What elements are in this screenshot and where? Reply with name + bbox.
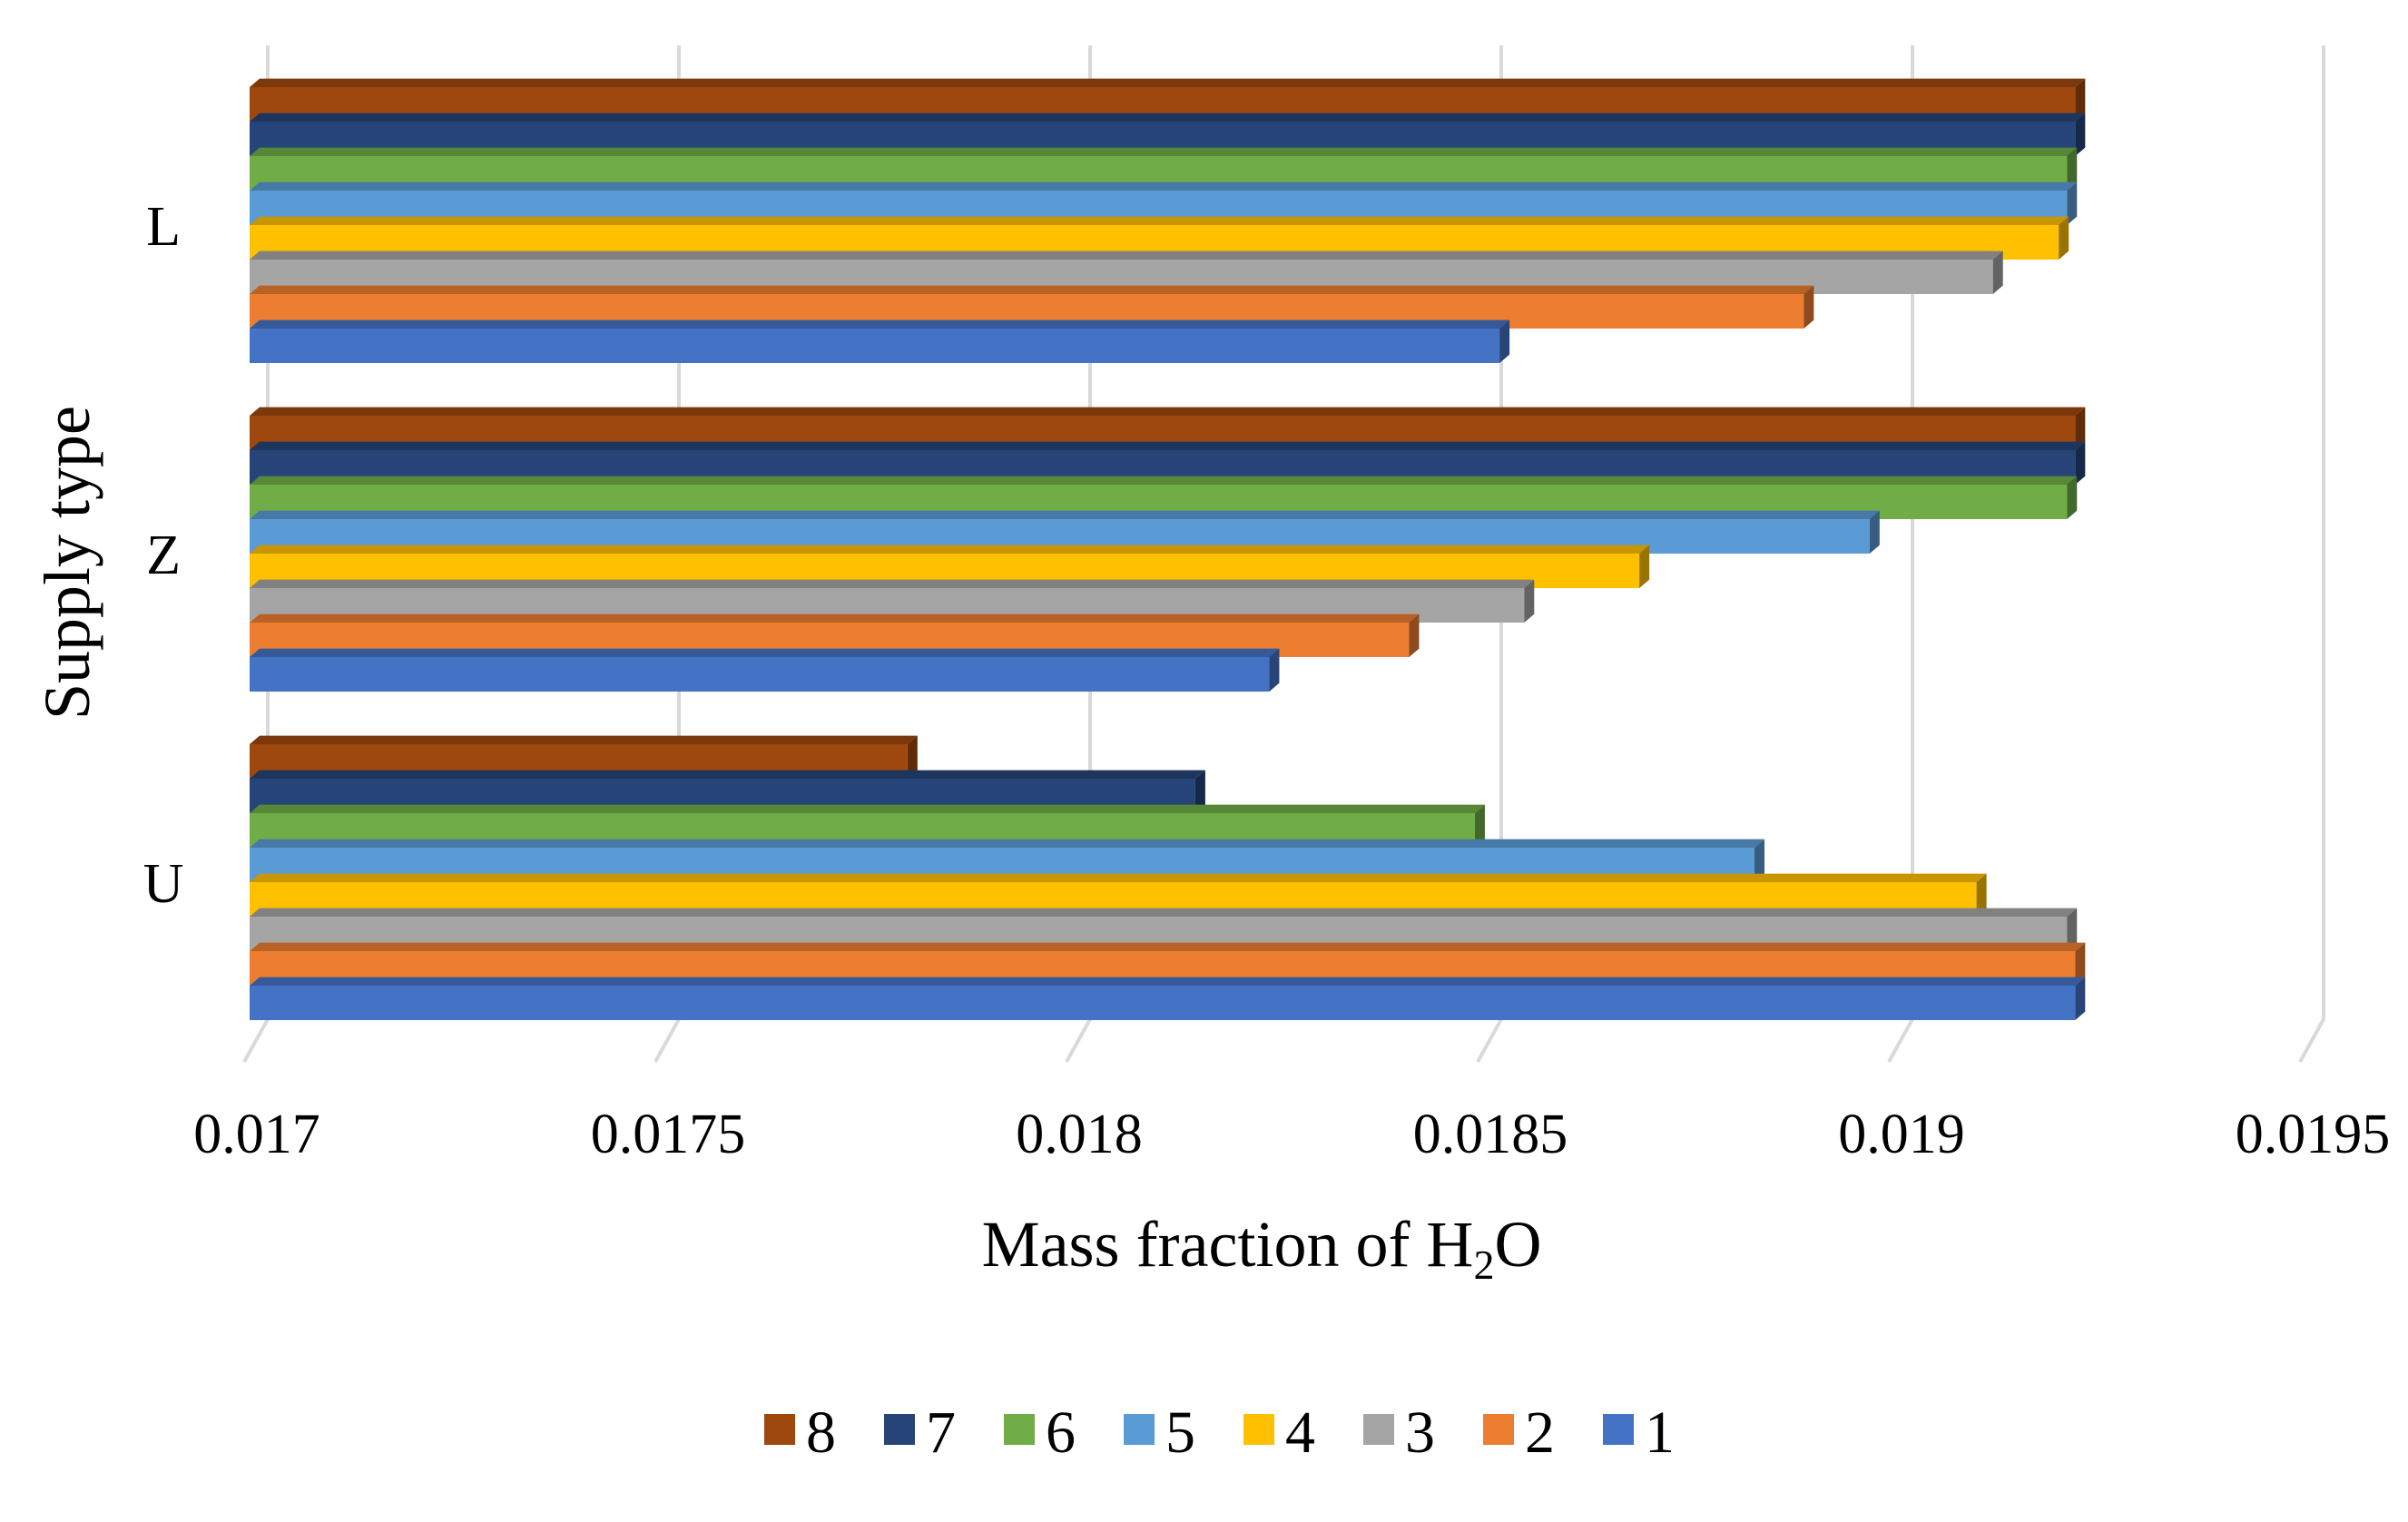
legend-item-5: 5 — [1124, 1399, 1195, 1466]
x-tick-label: 0.0175 — [591, 1104, 746, 1165]
x-axis-tick-labels: 0.017 0.0175 0.018 0.0185 0.019 0.0195 — [193, 1104, 2390, 1165]
legend-label: 3 — [1405, 1399, 1435, 1466]
legend-swatch — [1363, 1414, 1394, 1445]
x-axis-title-tail: O — [1494, 1208, 1541, 1281]
category-label-U: U — [143, 853, 184, 915]
legend-swatch — [1603, 1414, 1634, 1445]
legend-label: 2 — [1525, 1399, 1555, 1466]
legend-item-1: 1 — [1603, 1399, 1675, 1466]
legend-label: 7 — [926, 1399, 956, 1466]
x-tick-label: 0.017 — [193, 1104, 320, 1165]
x-axis-title: Mass fraction of H2O — [982, 1208, 1542, 1288]
x-axis-title-main: Mass fraction of H — [982, 1208, 1474, 1281]
legend-item-7: 7 — [884, 1399, 956, 1466]
legend-item-8: 8 — [764, 1399, 836, 1466]
legend-item-3: 3 — [1363, 1399, 1435, 1466]
x-tick-label: 0.018 — [1016, 1104, 1143, 1165]
category-label-Z: Z — [146, 525, 181, 586]
legend-label: 8 — [806, 1399, 836, 1466]
y-axis-title: Supply type — [31, 406, 103, 720]
legend-label: 4 — [1285, 1399, 1315, 1466]
x-tick-label: 0.0185 — [1413, 1104, 1568, 1165]
legend-label: 1 — [1645, 1399, 1675, 1466]
bar-U-series-1 — [250, 977, 2086, 1020]
legend-swatch — [1004, 1414, 1035, 1445]
legend-swatch — [764, 1414, 795, 1445]
legend-item-6: 6 — [1004, 1399, 1076, 1466]
legend-swatch — [1124, 1414, 1155, 1445]
gridline — [2298, 45, 2325, 1063]
bar-Z-series-1 — [250, 648, 1280, 692]
x-axis-title-subscript: 2 — [1473, 1242, 1494, 1288]
category-label-L: L — [146, 196, 181, 258]
x-tick-label: 0.019 — [1838, 1104, 1965, 1165]
legend-item-2: 2 — [1483, 1399, 1555, 1466]
legend-item-4: 4 — [1243, 1399, 1315, 1466]
bar-L-series-1 — [250, 319, 1510, 363]
legend-label: 5 — [1165, 1399, 1195, 1466]
bars — [250, 78, 2086, 1020]
legend-swatch — [884, 1414, 915, 1445]
legend-swatch — [1243, 1414, 1274, 1445]
y-axis-category-labels: L Z U — [143, 196, 184, 915]
legend: 8 7 6 5 4 3 2 1 — [764, 1399, 1675, 1466]
x-tick-label: 0.0195 — [2236, 1104, 2391, 1165]
legend-swatch — [1483, 1414, 1514, 1445]
legend-label: 6 — [1046, 1399, 1076, 1466]
